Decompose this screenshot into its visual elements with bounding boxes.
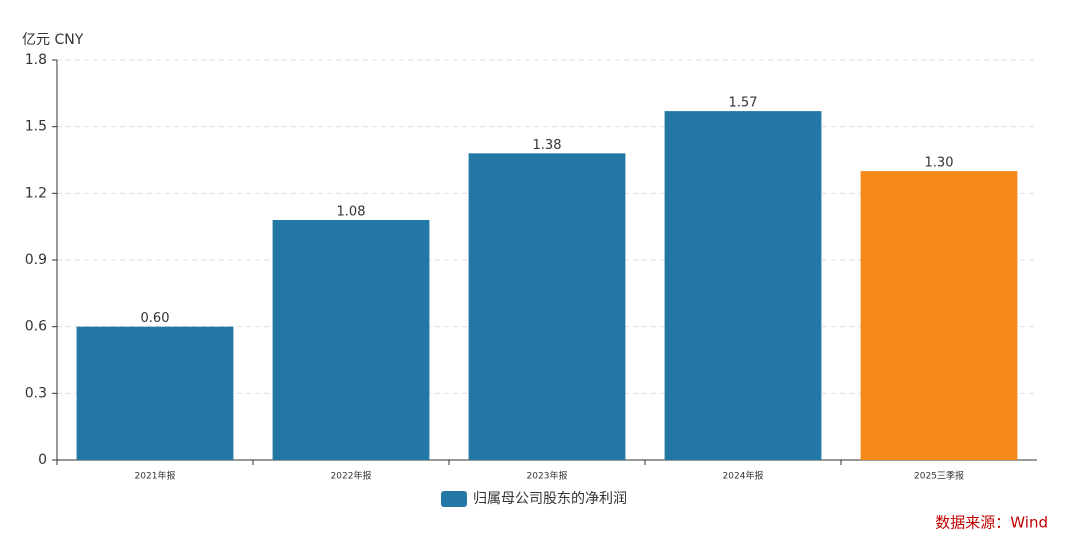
y-unit: 亿元 CNY xyxy=(22,32,84,48)
y-tick-label: 0.6 xyxy=(25,319,47,335)
x-tick-label: 2022年报 xyxy=(331,470,372,482)
value-label: 1.57 xyxy=(729,96,758,111)
y-tick-label: 0.9 xyxy=(25,252,47,268)
x-tick-label: 2021年报 xyxy=(135,470,176,482)
legend-label: 归属母公司股东的净利润 xyxy=(473,490,627,507)
bar xyxy=(860,171,1018,460)
x-tick-label: 2024年报 xyxy=(723,470,764,482)
y-tick-label: 0.3 xyxy=(25,385,47,401)
value-label: 0.60 xyxy=(141,311,170,326)
y-tick-label: 1.8 xyxy=(25,52,47,68)
value-label: 1.30 xyxy=(925,156,954,171)
value-label: 1.38 xyxy=(533,138,562,153)
bar xyxy=(664,111,822,460)
x-tick-label: 2023年报 xyxy=(527,470,568,482)
value-label: 1.08 xyxy=(337,205,366,220)
legend-swatch xyxy=(441,491,467,507)
y-tick-label: 1.2 xyxy=(25,185,47,201)
bar xyxy=(468,153,626,461)
bar xyxy=(272,220,430,460)
bar xyxy=(76,326,234,460)
source: 数据来源：Wind xyxy=(935,514,1048,532)
x-tick-label: 2025三季报 xyxy=(914,470,964,482)
y-tick-label: 1.5 xyxy=(25,119,47,135)
y-tick-label: 0 xyxy=(38,452,47,468)
